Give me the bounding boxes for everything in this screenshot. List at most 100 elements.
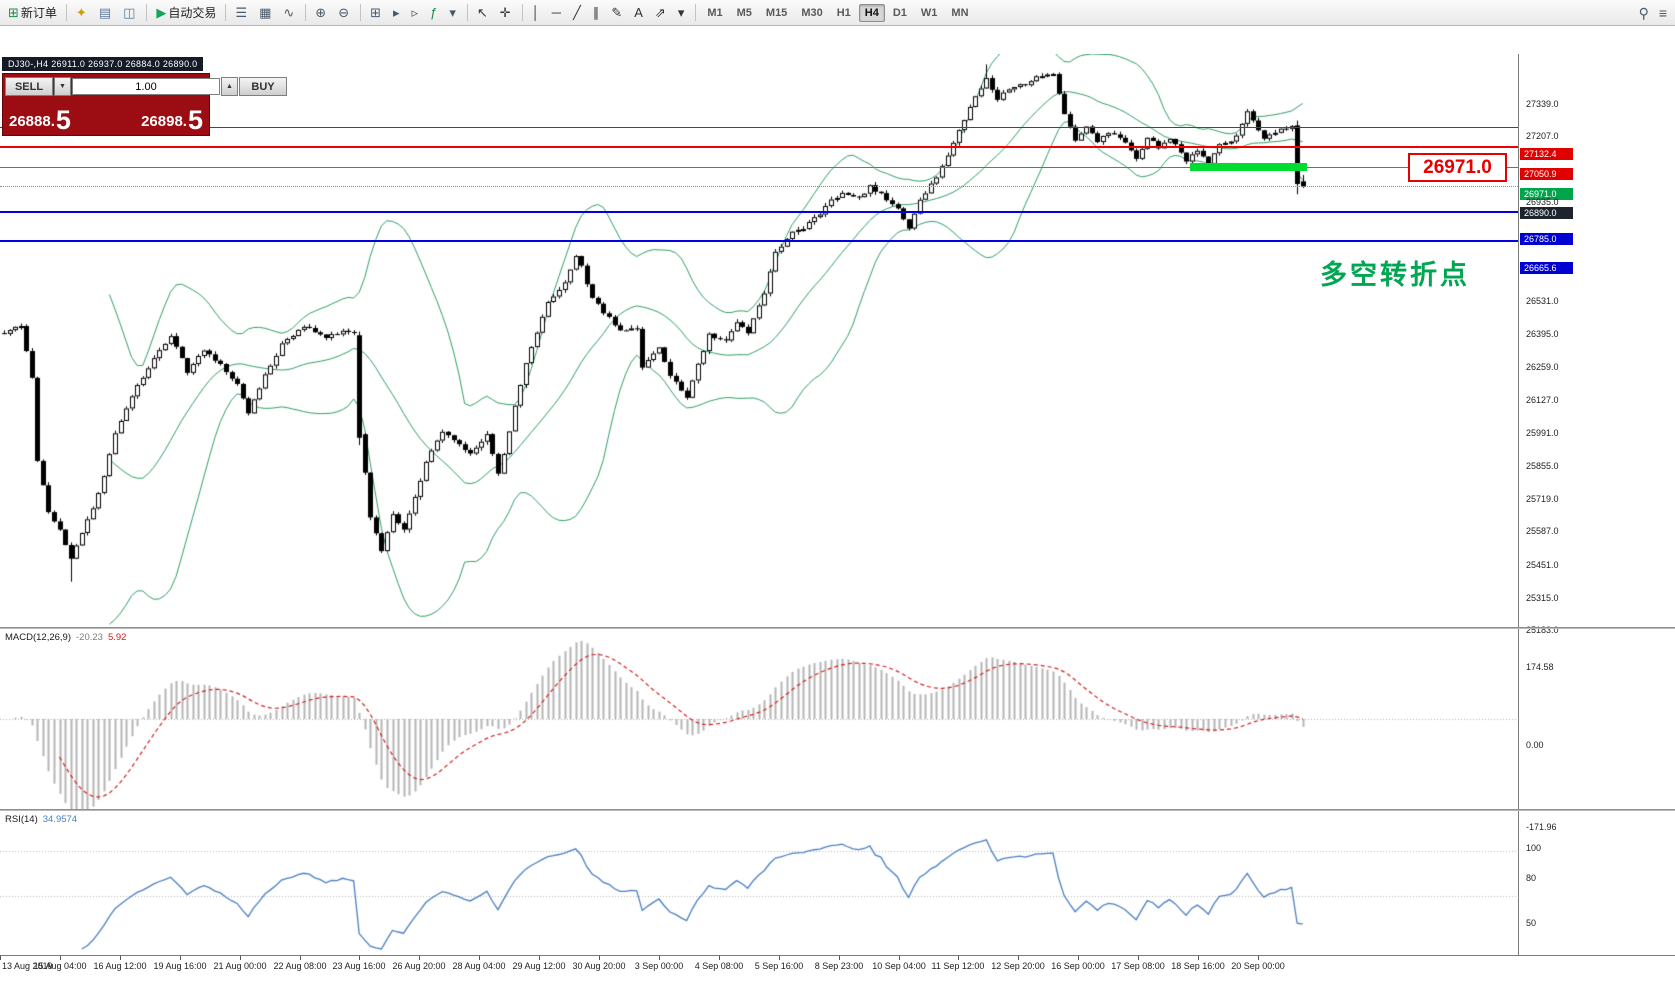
time-label: 16 Aug 12:00 [93, 961, 147, 971]
time-tick [958, 956, 959, 960]
bar-chart-icon[interactable]: ☰ [231, 2, 253, 24]
symbol-ohlc-info: DJ30-,H4 26911.0 26937.0 26884.0 26890.0 [2, 57, 204, 71]
horizontal-line-icon[interactable]: ─ [548, 2, 567, 24]
price-axis[interactable]: 27132.4 27050.9 26971.0 26890.0 26785.0 26665… [1518, 54, 1675, 981]
time-tick [659, 956, 660, 960]
indicators-dropdown-icon: ▾ [449, 5, 456, 20]
market-depth-icon[interactable]: ▤ [95, 2, 117, 24]
zoom-out-icon[interactable]: ⊖ [334, 2, 355, 24]
macd-rsi-separator[interactable] [0, 809, 1675, 811]
price-badge-26665.6: 26665.6 [1520, 262, 1573, 274]
time-tick [479, 956, 480, 960]
timeframe-toolbar: M1 M5 M15 M30 H1 H4 D1 W1 MN [700, 3, 975, 22]
text-label-icon: A [634, 5, 643, 20]
alerts-icon[interactable]: ✦ [72, 2, 93, 24]
time-label: 28 Aug 04:00 [452, 961, 506, 971]
chart-shift-icon: ▹ [411, 5, 419, 20]
sell-button[interactable]: SELL [5, 77, 53, 96]
search-icon: ⚲ [1638, 4, 1649, 21]
tile-windows-icon[interactable]: ⊞ [366, 2, 387, 24]
price-tick: 27207.0 [1526, 131, 1559, 142]
candlestick-chart-icon: ▦ [259, 5, 272, 20]
macd-tick: 174.58 [1526, 662, 1554, 672]
price-tick: 25719.0 [1526, 494, 1559, 505]
timeframe-button-m30[interactable]: M30 [801, 6, 823, 19]
trendline-icon[interactable]: ╱ [569, 2, 587, 24]
buy-button[interactable]: BUY [239, 77, 287, 96]
price-tick: 25855.0 [1526, 460, 1559, 471]
buy-price-button[interactable]: 26898. 5 [141, 107, 203, 134]
time-tick [779, 956, 780, 960]
rsi-chart-canvas[interactable] [0, 811, 1518, 955]
text-label-icon[interactable]: A [630, 2, 649, 24]
time-label: 17 Sep 08:00 [1111, 961, 1165, 971]
fibonacci-icon: ✎ [611, 5, 623, 20]
time-tick [599, 956, 600, 960]
time-tick [300, 956, 301, 960]
macd-chart-canvas[interactable] [0, 629, 1518, 809]
key-level-callout[interactable]: 26971.0 [1408, 153, 1507, 182]
time-tick [1078, 956, 1079, 960]
support-zone-highlight[interactable] [1189, 162, 1307, 171]
time-label: 18 Sep 16:00 [1171, 961, 1225, 971]
time-tick [0, 956, 1, 960]
price-badge-26890.0: 26890.0 [1520, 207, 1573, 219]
price-tick: 25991.0 [1526, 427, 1559, 438]
zoom-in-icon[interactable]: ⊕ [311, 2, 332, 24]
toolbar-menu-icon[interactable]: ≡ [1655, 2, 1671, 24]
time-label: 15 Aug 04:00 [33, 961, 87, 971]
cursor-icon: ↖ [476, 5, 488, 20]
macd-signal-value: 5.92 [107, 632, 127, 643]
crosshair-icon[interactable]: ✛ [496, 2, 517, 24]
search-icon[interactable]: ⚲ [1635, 2, 1653, 24]
auto-scroll-icon[interactable]: ▸ [389, 2, 406, 24]
timeframe-button-w1[interactable]: W1 [920, 6, 938, 19]
chart-shift-icon[interactable]: ▹ [408, 2, 425, 24]
price-badge-27050.9: 27050.9 [1520, 168, 1573, 180]
price-chart-canvas[interactable] [0, 54, 1518, 627]
indicators-dropdown-icon[interactable]: ▾ [445, 2, 462, 24]
shapes-dropdown-icon[interactable]: ▾ [674, 2, 691, 24]
timeframe-button-m5[interactable]: M5 [736, 6, 752, 19]
timeframe-button-m15[interactable]: M15 [765, 6, 788, 19]
arrow-tools-icon[interactable]: ⇗ [651, 2, 672, 24]
timeframe-button-mn[interactable]: MN [951, 6, 969, 19]
time-axis[interactable]: 13 Aug 2019 15 Aug 04:00 16 Aug 12:00 19 Au… [0, 955, 1675, 980]
auto-scroll-icon: ▸ [393, 5, 400, 20]
macd-indicator-label: MACD(12,26,9) -20.23 5.92 [5, 632, 126, 643]
auto-trading-button[interactable]: ▶ 自动交易 [152, 2, 220, 24]
strategy-tester-icon[interactable]: ◫ [119, 2, 141, 24]
new-order-button: ⊞ [8, 5, 19, 20]
macd-name: MACD(12,26,9) [5, 632, 71, 643]
price-tick: 26935.0 [1526, 197, 1559, 208]
toolbar-divider [521, 4, 523, 21]
alerts-icon: ✦ [75, 5, 87, 20]
strategy-tester-icon: ◫ [123, 5, 136, 20]
main-macd-separator[interactable] [0, 627, 1675, 629]
line-chart-icon[interactable]: ∿ [279, 2, 300, 24]
timeframe-button-d1[interactable]: D1 [892, 6, 907, 19]
horizontal-line-icon: ─ [551, 5, 561, 20]
fibonacci-icon[interactable]: ✎ [607, 2, 628, 24]
cursor-icon[interactable]: ↖ [473, 2, 494, 24]
volume-up-button[interactable]: ▲ [221, 77, 238, 96]
timeframe-button-h1[interactable]: H1 [836, 6, 851, 19]
indicators-icon[interactable]: ƒ [426, 2, 443, 24]
main-toolbar: ⊞ 新订单 ✦ ▤ ◫ ▶ 自动交易 ☰ ▦ ∿ ⊕ ⊖ ⊞ ▸ ▹ ƒ ▾ ↖ ✛ │ ─ ╱ ∥ ✎ A ⇗ ▾ M1 M5 M15… [0, 0, 1675, 26]
price-tick: 26531.0 [1526, 296, 1559, 307]
volume-input[interactable] [72, 78, 220, 95]
price-tick: 25587.0 [1526, 526, 1559, 537]
candlestick-chart-icon[interactable]: ▦ [255, 2, 277, 24]
timeframe-button-h4[interactable]: H4 [858, 3, 885, 22]
timeframe-button-m1[interactable]: M1 [707, 6, 723, 19]
volume-down-button[interactable]: ▼ [54, 77, 71, 96]
vertical-line-icon[interactable]: │ [528, 2, 546, 24]
sell-price-button[interactable]: 26888. 5 [9, 107, 71, 134]
one-click-trade-panel: SELL ▼ ▲ BUY 26888.5 26898.5 [2, 73, 287, 136]
new-order-button[interactable]: ⊞ 新订单 [4, 2, 61, 24]
price-tick: 25183.0 [1526, 624, 1559, 635]
toolbar-left-groups: ⊞ 新订单 ✦ ▤ ◫ ▶ 自动交易 ☰ ▦ ∿ ⊕ ⊖ ⊞ ▸ ▹ ƒ ▾ ↖ ✛ │ ─ ╱ ∥ ✎ A ⇗ ▾ [3, 2, 700, 24]
price-tick: 26127.0 [1526, 394, 1559, 405]
equidistant-channel-icon[interactable]: ∥ [589, 2, 606, 24]
time-label: 26 Aug 20:00 [392, 961, 446, 971]
